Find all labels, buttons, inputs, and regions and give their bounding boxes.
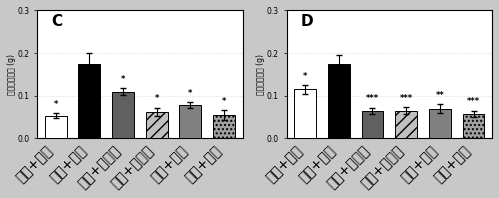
- Text: *: *: [121, 75, 125, 84]
- Bar: [45, 116, 66, 138]
- Bar: [146, 112, 168, 138]
- Bar: [78, 64, 100, 138]
- Bar: [112, 91, 134, 138]
- Text: *: *: [188, 89, 193, 98]
- Bar: [180, 105, 201, 138]
- Text: C: C: [51, 14, 62, 29]
- Bar: [294, 89, 316, 138]
- Bar: [395, 111, 417, 138]
- Text: *: *: [303, 72, 307, 81]
- Y-axis label: 肾周脂肪重量 (g): 肾周脂肪重量 (g): [7, 54, 16, 95]
- Text: *: *: [53, 100, 58, 109]
- Bar: [213, 115, 235, 138]
- Bar: [429, 109, 451, 138]
- Text: D: D: [301, 14, 313, 29]
- Bar: [463, 114, 485, 138]
- Text: **: **: [436, 91, 444, 100]
- Text: ***: ***: [467, 97, 480, 107]
- Y-axis label: 褐色脂肪重量 (g): 褐色脂肪重量 (g): [256, 54, 265, 95]
- Text: *: *: [222, 97, 226, 106]
- Text: ***: ***: [366, 94, 379, 104]
- Text: *: *: [155, 94, 159, 104]
- Bar: [328, 64, 350, 138]
- Text: ***: ***: [400, 94, 413, 103]
- Bar: [362, 111, 383, 138]
